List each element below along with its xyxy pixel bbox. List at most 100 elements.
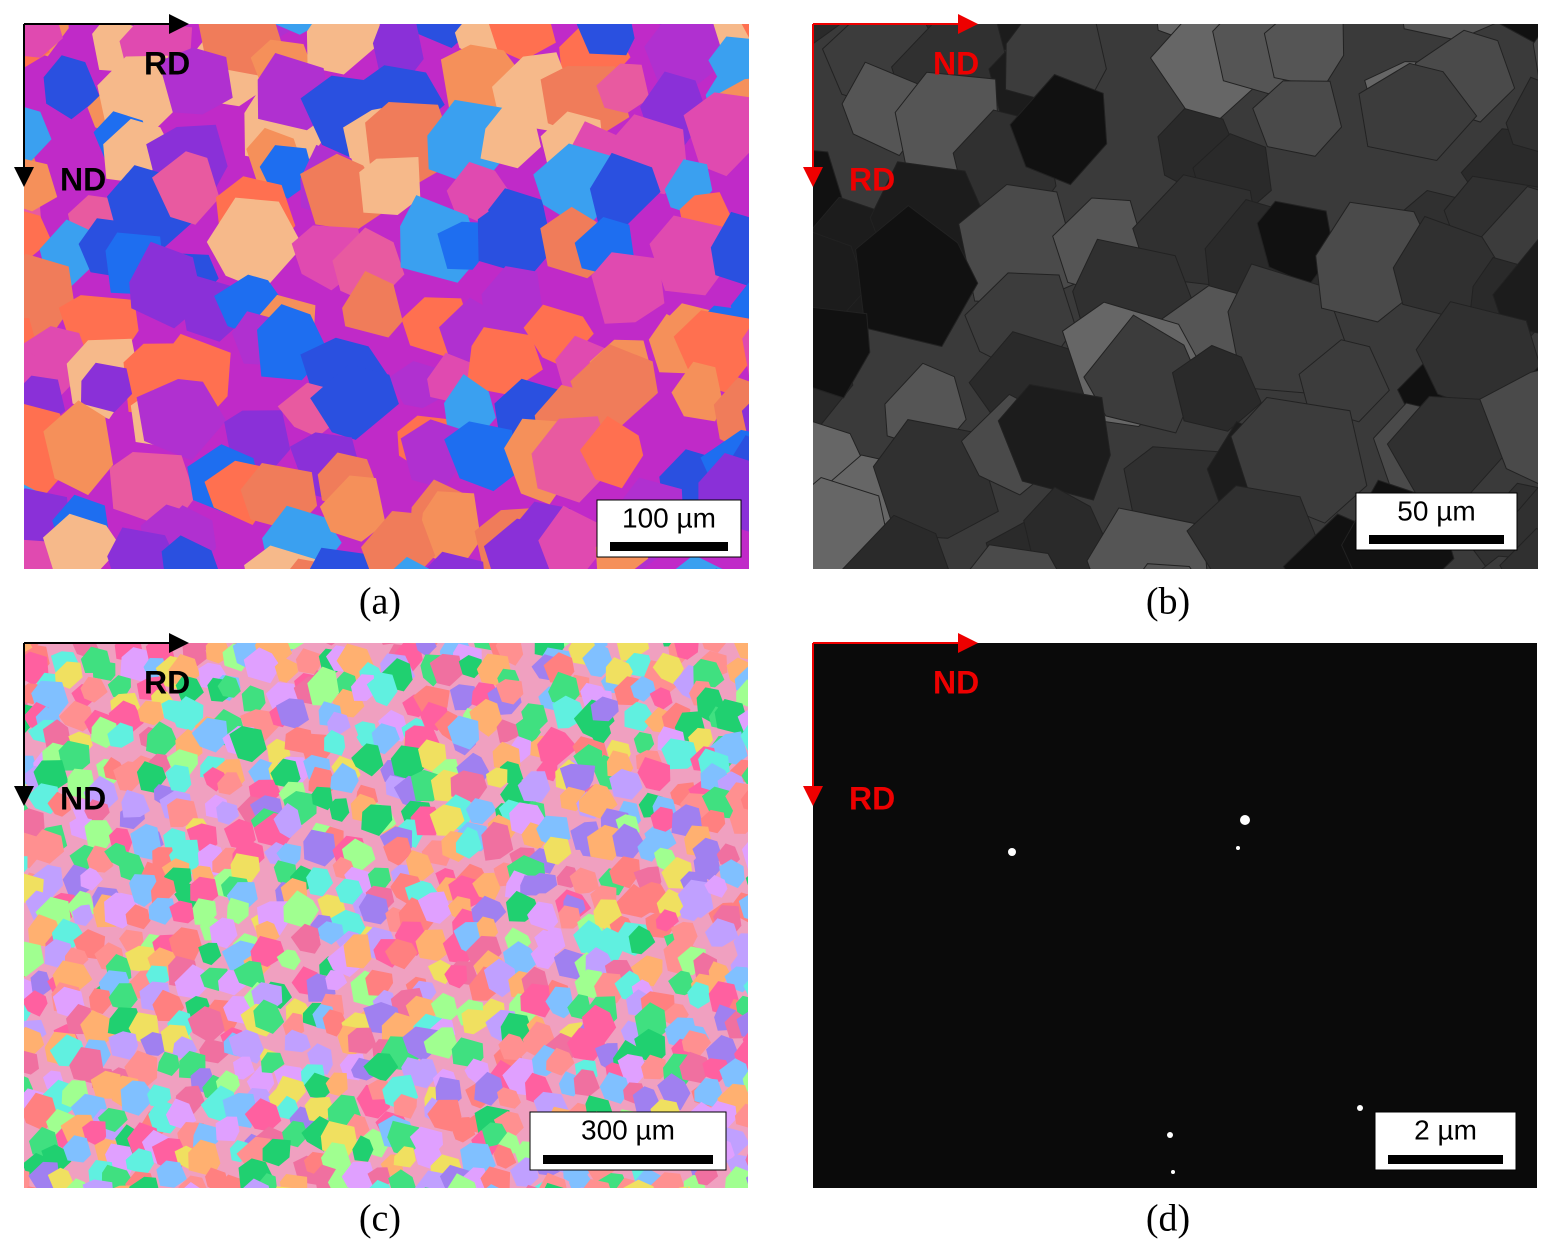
grain: [1499, 527, 1538, 569]
grain: [350, 674, 376, 701]
grain: [693, 658, 725, 688]
arrow-head: [958, 633, 978, 653]
grain: [472, 872, 501, 901]
grain: [486, 1184, 500, 1188]
grain: [51, 585, 110, 638]
grain: [520, 983, 551, 1018]
direction-label: ND: [933, 45, 979, 81]
grain: [290, 923, 321, 954]
panel-caption: (a): [359, 581, 401, 623]
panel-caption: (d): [1146, 1198, 1190, 1240]
direction-label: ND: [60, 161, 106, 197]
grain: [278, 584, 346, 650]
grain: [55, 661, 83, 689]
grain: [206, 197, 303, 291]
grain: [327, 711, 351, 735]
grain: [150, 875, 176, 905]
grain: [365, 969, 394, 996]
grain: [120, 1080, 156, 1116]
scale-bar-label: 50 µm: [1397, 495, 1475, 526]
grain: [155, 1190, 184, 1224]
grain: [1499, 24, 1538, 46]
grain: [538, 505, 603, 569]
grain: [24, 1038, 25, 1047]
grain: [24, 158, 58, 212]
grain: [244, 1098, 282, 1132]
grain: [0, 82, 8, 155]
grain: [81, 362, 133, 413]
grain: [351, 743, 384, 777]
grain: [739, 1201, 763, 1227]
grain: [729, 562, 790, 618]
particle: [1236, 846, 1240, 850]
grain: [497, 1087, 521, 1109]
grain: [329, 798, 350, 822]
grain: [341, 1161, 379, 1188]
grain: [602, 571, 668, 631]
grain: [359, 157, 421, 215]
grain: [43, 400, 114, 496]
grain: [0, 929, 19, 964]
grain: [119, 851, 147, 882]
grain: [466, 327, 543, 395]
grain: [1183, 0, 1294, 7]
grain: [217, 772, 243, 795]
grain: [168, 927, 202, 961]
grain: [733, 933, 748, 965]
micrograph: [813, 0, 1538, 569]
grain: [569, 867, 600, 895]
grain: [480, 99, 541, 169]
grain: [158, 47, 233, 115]
direction-label: RD: [849, 780, 895, 816]
grain: [276, 843, 302, 867]
grain: [270, 758, 301, 789]
grain: [157, 1051, 180, 1076]
grain: [582, 643, 614, 678]
grain: [393, 556, 430, 569]
grain: [92, 660, 116, 681]
grain: [0, 1010, 22, 1038]
arrow-head: [169, 14, 189, 34]
grain: [1479, 370, 1538, 485]
grain: [24, 856, 28, 873]
grain: [745, 1176, 748, 1185]
grain: [274, 657, 299, 683]
grain: [699, 643, 701, 644]
grain: [704, 875, 728, 898]
grain: [335, 878, 365, 905]
grain: [754, 900, 779, 928]
grain: [317, 894, 346, 920]
grain: [477, 196, 555, 277]
grain: [736, 1011, 748, 1038]
grain: [415, 643, 437, 657]
grain: [521, 703, 548, 732]
grain: [388, 1169, 416, 1188]
grain: [393, 1146, 416, 1168]
grain: [444, 965, 468, 989]
scale-bar: [1388, 1155, 1503, 1164]
grain: [612, 823, 645, 859]
grain: [367, 867, 391, 891]
grain: [209, 917, 238, 949]
grain: [0, 1097, 22, 1125]
grain: [70, 1199, 100, 1228]
grain: [408, 1058, 439, 1089]
grain: [80, 676, 108, 703]
grain: [855, 204, 979, 348]
grain: [683, 92, 749, 177]
grain: [498, 1033, 529, 1061]
grain: [520, 875, 543, 896]
grain: [710, 1194, 737, 1219]
grain: [71, 904, 94, 926]
grain: [679, 1051, 712, 1084]
grain: [306, 24, 383, 75]
grain: [97, 621, 117, 639]
grain: [405, 850, 435, 881]
grain: [274, 24, 320, 35]
grain: [437, 221, 489, 270]
grain: [461, 1009, 488, 1035]
grain: [425, 551, 484, 569]
grain: [24, 1026, 45, 1057]
grain: [517, 771, 551, 803]
grain: [58, 740, 91, 771]
